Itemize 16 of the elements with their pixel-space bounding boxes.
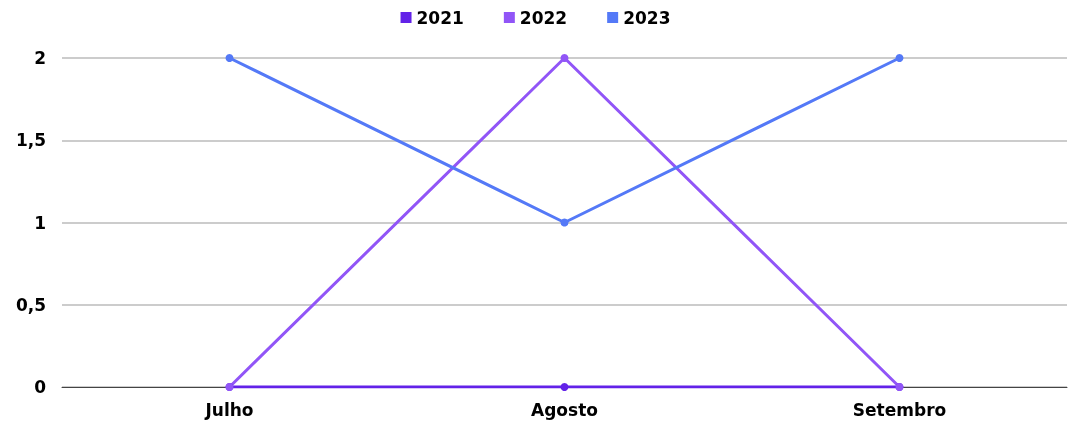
y-tick-label: 0,5 [15, 294, 46, 315]
y-tick-label: 1,5 [15, 130, 46, 151]
y-tick-label: 0 [34, 377, 47, 397]
point [560, 218, 569, 227]
legend-label: 2023 [623, 7, 671, 28]
point [895, 54, 904, 62]
point [225, 54, 234, 62]
y-tick-label: 1 [34, 212, 46, 233]
y-tick-label: 2 [34, 48, 46, 68]
x-tick-label: Agosto [531, 399, 598, 420]
point [560, 383, 569, 391]
legend-label: 2021 [416, 7, 464, 28]
legend-label: 2022 [519, 7, 568, 28]
x-tick-label: Setembro [852, 399, 947, 420]
point [560, 54, 569, 62]
x-tick-label: Julho [204, 399, 254, 420]
